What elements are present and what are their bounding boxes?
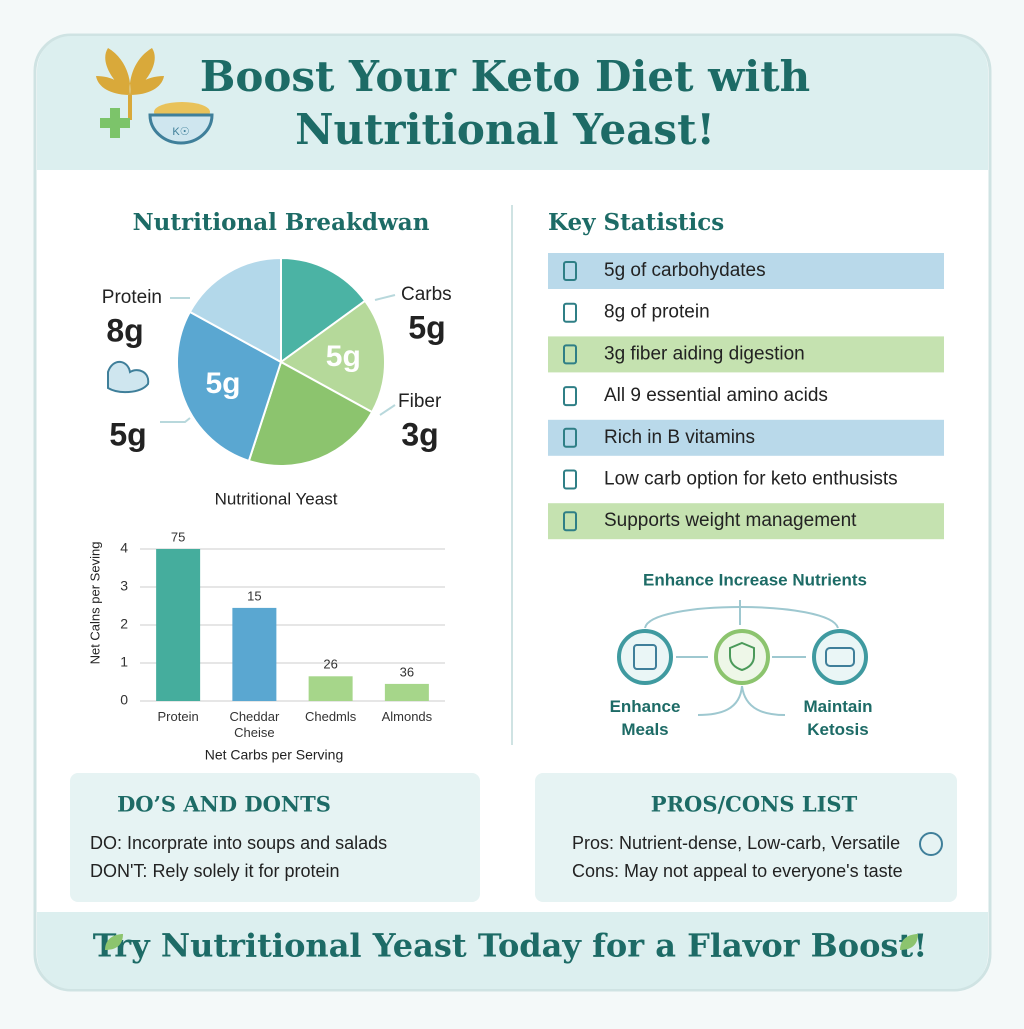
stat-icon [563,302,577,323]
stat-highlight [548,503,944,540]
pros-line: Cons: May not appeal to everyone's taste [572,861,903,881]
pie-value-label: 5g [326,340,361,373]
y-tick-label: 1 [120,654,128,670]
bar-annotation: 15 [247,588,261,603]
pie-slice [188,256,282,364]
stat-text: All 9 essential amino acids [604,385,828,406]
stat-icon [563,344,577,365]
bar-annotation: 36 [400,664,414,679]
stat-icon [563,511,577,532]
stat-icon [563,386,577,407]
stat-text: 8g of protein [604,302,710,323]
pie-slice [279,299,386,414]
footer-bg [37,912,988,989]
logo: K☉ [96,48,214,145]
bar [232,607,277,701]
pie-slice [280,256,367,364]
pie-annotation: Carbs [401,284,452,305]
x-axis-label: Net Carbs per Serving [205,747,344,763]
pie-annotation: 3g [401,416,438,452]
stat-icon [563,261,577,281]
pie-title: Nutritional Breakdwan [133,209,430,236]
flow-title: Enhance Increase Nutrients [643,570,867,589]
stat-text: Supports weight management [604,510,857,531]
pie-annotation: 5g [109,416,146,452]
bar [156,549,201,701]
stat-highlight [548,419,944,456]
x-tick-label: Chedmls [305,709,357,724]
y-tick-label: 3 [120,578,128,594]
flow-node-label: Maintain Ketosis [804,697,873,739]
title: Boost Your Keto Diet with [200,52,810,101]
dos-line: DON'T: Rely solely it for protein [90,861,340,881]
svg-text:K☉: K☉ [172,126,189,138]
footer-text: Try Nutritional Yeast Today for a Flavor… [93,927,928,965]
stat-text: Rich in B vitamins [604,427,755,448]
stat-text: 3g fiber aiding digestion [604,343,805,364]
pros-box [535,773,957,902]
pie-value-label: 5g [205,367,240,400]
y-tick-label: 2 [120,616,128,632]
stat-icon [563,427,577,448]
pie-annotation: Protein [102,287,162,308]
stats-title: Key Statistics [548,209,724,236]
x-tick-label: Almonds [382,709,433,724]
flow-node-label: Enhance Meals [610,697,681,739]
pros-title: PROS/CONS LIST [651,792,858,817]
bar-annotation: 75 [171,529,185,544]
x-tick-label: Cheddar Cheise [229,709,280,740]
sad-icon [919,832,943,856]
stat-icon [563,469,577,490]
bar-annotation: 26 [323,657,337,672]
stat-highlight [548,336,944,373]
header-bg [37,36,988,170]
dos-line: DO: Incorprate into soups and salads [90,833,387,853]
leader-lines [107,294,396,423]
x-tick-label: Protein [158,709,199,724]
pie-slice [247,360,374,467]
y-tick-label: 4 [120,540,128,556]
bar [384,683,429,701]
dos-title: DO’S AND DONTS [117,792,331,817]
title: Nutritional Yeast! [295,105,715,154]
stat-highlight [548,253,944,289]
pie-slice [176,310,283,463]
pie-annotation: 5g [408,309,445,345]
y-axis-label: Net Calns per Seving [87,542,102,665]
leaf-icons [105,934,918,950]
flow-diagram [617,600,868,716]
stat-text: 5g of carbohydates [604,260,766,281]
bar [308,676,353,701]
pros-line: Pros: Nutrient-dense, Low-carb, Versatil… [572,833,900,853]
bar-title: Nutritional Yeast [215,489,338,508]
dos-box [70,773,480,902]
pie-annotation: Fiber [398,391,442,412]
pie-annotation: 8g [106,312,143,348]
stat-text: Low carb option for keto enthusists [604,469,898,490]
y-tick-label: 0 [120,692,128,708]
